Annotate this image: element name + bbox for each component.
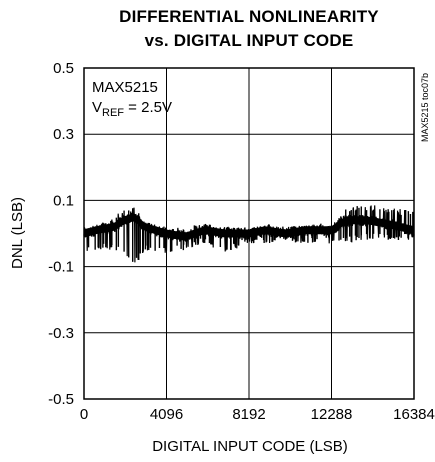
y-tick-label: -0.3 bbox=[48, 325, 74, 342]
y-tick-label: 0.1 bbox=[53, 192, 74, 209]
x-tick-label: 8192 bbox=[232, 406, 265, 423]
dnl-series bbox=[83, 205, 415, 263]
chart-title-line1: DIFFERENTIAL NONLINEARITY bbox=[119, 7, 379, 26]
figure-code: MAX5215 toc07b bbox=[420, 73, 430, 142]
dnl-band bbox=[84, 213, 414, 241]
y-tick-label: 0.5 bbox=[53, 60, 74, 77]
y-tick-label: -0.5 bbox=[48, 391, 74, 408]
tick-labels: 0 4096 8192 12288 16384 0.5 0.3 0.1 -0.1 -0.3 -0.5 bbox=[48, 60, 435, 423]
chart-title-line2: vs. DIGITAL INPUT CODE bbox=[144, 31, 354, 50]
device-annotation: MAX5215 bbox=[92, 79, 158, 96]
vref-prefix: V bbox=[92, 99, 102, 116]
plot-frame bbox=[83, 67, 415, 400]
x-axis-label: DIGITAL INPUT CODE (LSB) bbox=[152, 438, 348, 455]
vref-value: = 2.5V bbox=[124, 99, 172, 116]
y-tick-label: -0.1 bbox=[48, 259, 74, 276]
vref-annotation: VREF = 2.5V bbox=[92, 99, 172, 119]
grid bbox=[84, 68, 414, 399]
y-axis-label: DNL (LSB) bbox=[9, 197, 26, 269]
x-tick-label: 16384 bbox=[393, 406, 435, 423]
x-tick-label: 12288 bbox=[311, 406, 353, 423]
y-tick-label: 0.3 bbox=[53, 126, 74, 143]
vref-subscript: REF bbox=[102, 107, 124, 119]
x-tick-label: 0 bbox=[80, 406, 88, 423]
x-tick-label: 4096 bbox=[150, 406, 183, 423]
